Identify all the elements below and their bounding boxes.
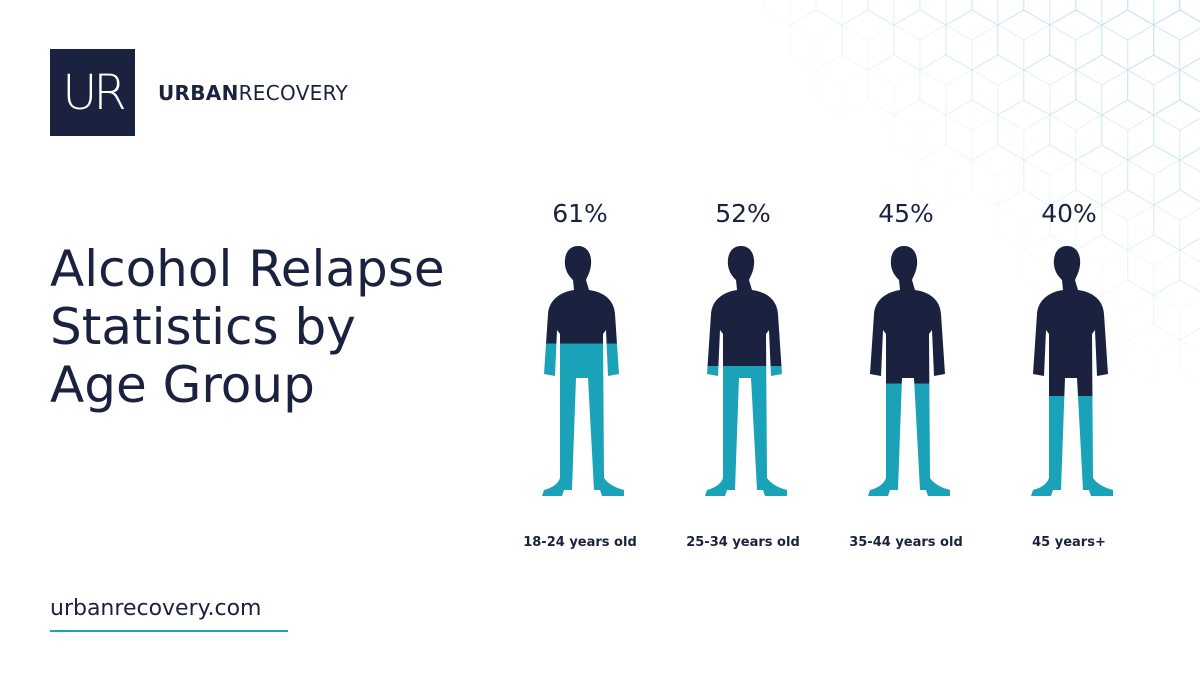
silhouette-2	[705, 246, 787, 496]
logo-mark: UR	[50, 49, 135, 136]
silhouette-unfilled-4	[1031, 246, 1113, 396]
logo-text: UR	[62, 64, 127, 121]
value-label-3: 45%	[878, 199, 934, 228]
bar-fill-2	[705, 366, 787, 496]
title-line-3: Age Group	[50, 356, 315, 414]
title-line-1: Alcohol Relapse	[50, 240, 445, 298]
silhouette-4	[1031, 246, 1113, 496]
value-label-4: 40%	[1041, 199, 1097, 228]
category-label-3: 35-44 years old	[849, 535, 963, 550]
title-line-2: Statistics by	[50, 298, 356, 356]
value-label-2: 52%	[715, 199, 771, 228]
silhouette-1	[542, 246, 624, 496]
website-link[interactable]: urbanrecovery.com	[50, 596, 262, 621]
silhouette-3	[868, 246, 950, 496]
brand-name-bold: URBAN	[158, 81, 239, 105]
value-label-1: 61%	[552, 199, 608, 228]
website-underline	[50, 630, 288, 632]
page-title: Alcohol Relapse Statistics by Age Group	[50, 240, 570, 414]
brand-name: URBANRECOVERY	[158, 81, 348, 105]
bar-fill-4	[1031, 396, 1113, 496]
silhouette-unfilled-2	[705, 246, 787, 366]
category-label-1: 18-24 years old	[523, 535, 637, 550]
brand-name-regular: RECOVERY	[238, 81, 349, 105]
bar-fill-1	[542, 343, 624, 496]
category-label-2: 25-34 years old	[686, 535, 800, 550]
relapse-chart: 61% 18-24 years old 52% 25-34 years old 45% 3…	[523, 199, 1113, 550]
silhouette-unfilled-1	[542, 246, 624, 344]
silhouette-unfilled-3	[868, 246, 950, 384]
bar-fill-3	[868, 383, 950, 496]
category-label-4: 45 years+	[1032, 535, 1106, 550]
